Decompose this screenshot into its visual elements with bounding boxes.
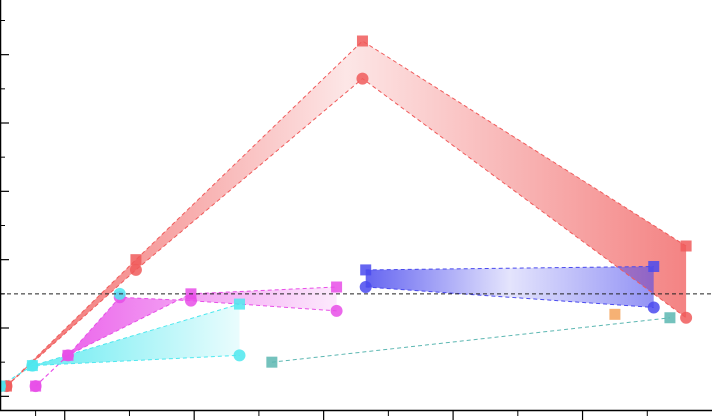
series-line-blue-upper — [365, 266, 654, 271]
data-point-blue-square — [360, 264, 372, 276]
band-fill-red — [6, 41, 687, 387]
data-point-magenta-square — [331, 281, 343, 293]
series-line-red-lower — [6, 77, 687, 387]
data-point-cyan-circle — [0, 380, 6, 393]
data-point-teal-square — [266, 356, 278, 368]
data-point-magenta-circle — [184, 294, 197, 307]
band-fill-magenta — [35, 287, 337, 387]
data-point-red-square — [680, 240, 692, 252]
data-point-red-circle — [680, 311, 693, 324]
data-point-magenta-circle — [29, 380, 42, 393]
data-point-magenta-circle — [61, 349, 74, 362]
data-point-cyan-circle — [233, 349, 246, 362]
data-point-orange-square — [609, 308, 621, 320]
markers-layer — [0, 35, 693, 393]
data-point-red-square — [356, 35, 368, 47]
data-point-magenta-circle — [330, 304, 343, 317]
data-point-teal-square — [664, 312, 676, 324]
data-point-blue-square — [648, 261, 660, 272]
data-point-red-circle — [129, 263, 142, 276]
data-point-cyan-square — [233, 298, 245, 310]
series-line-blue-lower — [365, 286, 654, 308]
series-line-teal — [271, 317, 670, 363]
data-point-cyan-circle — [26, 359, 39, 372]
data-point-red-circle — [356, 72, 369, 85]
data-point-red-square — [130, 254, 142, 266]
band-fill-blue — [365, 266, 654, 308]
series-line-red-upper — [6, 40, 687, 387]
data-point-blue-circle — [359, 281, 372, 293]
band-fill-cyan — [0, 304, 240, 387]
bands-layer — [0, 41, 687, 387]
data-point-blue-circle — [647, 301, 660, 314]
